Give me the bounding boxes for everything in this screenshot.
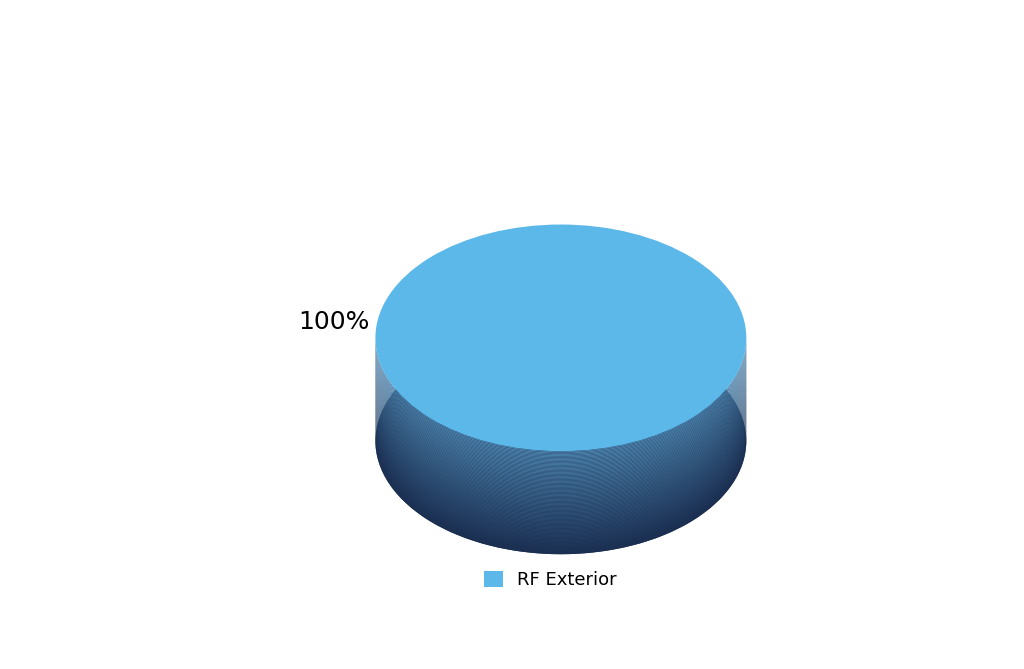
Polygon shape <box>376 395 746 509</box>
Polygon shape <box>376 429 746 544</box>
Polygon shape <box>376 363 746 477</box>
Polygon shape <box>376 405 746 519</box>
Polygon shape <box>376 417 746 533</box>
Polygon shape <box>376 424 746 539</box>
Polygon shape <box>376 440 746 554</box>
Polygon shape <box>376 409 746 523</box>
Polygon shape <box>376 339 746 454</box>
Polygon shape <box>376 360 746 474</box>
Polygon shape <box>376 399 746 514</box>
Polygon shape <box>376 402 746 517</box>
Polygon shape <box>376 432 746 547</box>
Polygon shape <box>376 434 746 549</box>
Polygon shape <box>376 338 746 452</box>
Polygon shape <box>376 364 746 478</box>
Polygon shape <box>376 411 746 526</box>
Polygon shape <box>376 385 746 500</box>
Polygon shape <box>376 416 746 531</box>
Polygon shape <box>376 397 746 512</box>
Polygon shape <box>376 377 746 491</box>
Polygon shape <box>376 407 746 522</box>
Polygon shape <box>376 373 746 487</box>
Polygon shape <box>376 425 746 540</box>
Polygon shape <box>376 423 746 537</box>
Polygon shape <box>376 410 746 524</box>
Polygon shape <box>376 346 746 460</box>
Ellipse shape <box>376 328 746 554</box>
Polygon shape <box>376 433 746 548</box>
Polygon shape <box>376 387 746 501</box>
Polygon shape <box>376 355 746 469</box>
Polygon shape <box>376 420 746 535</box>
Polygon shape <box>376 351 746 466</box>
Polygon shape <box>376 436 746 551</box>
Polygon shape <box>376 389 746 504</box>
Polygon shape <box>376 375 746 490</box>
Polygon shape <box>376 406 746 520</box>
Polygon shape <box>376 359 746 473</box>
Polygon shape <box>376 414 746 529</box>
Polygon shape <box>376 398 746 513</box>
Polygon shape <box>376 384 746 499</box>
Polygon shape <box>376 383 746 498</box>
Polygon shape <box>376 391 746 505</box>
Polygon shape <box>376 341 746 455</box>
Polygon shape <box>376 343 746 458</box>
Polygon shape <box>376 431 746 545</box>
Polygon shape <box>376 413 746 527</box>
Polygon shape <box>376 349 746 464</box>
Polygon shape <box>376 401 746 516</box>
Polygon shape <box>376 393 746 508</box>
Polygon shape <box>376 353 746 468</box>
Polygon shape <box>376 428 746 543</box>
Polygon shape <box>376 345 746 459</box>
Polygon shape <box>376 365 746 480</box>
Ellipse shape <box>376 225 746 451</box>
Polygon shape <box>376 342 746 456</box>
Polygon shape <box>376 374 746 488</box>
Polygon shape <box>376 403 746 518</box>
Polygon shape <box>376 381 746 496</box>
Polygon shape <box>376 388 746 502</box>
Polygon shape <box>376 392 746 506</box>
Polygon shape <box>376 366 746 481</box>
Legend: RF Exterior: RF Exterior <box>477 564 624 597</box>
Polygon shape <box>376 379 746 494</box>
Polygon shape <box>376 352 746 466</box>
Polygon shape <box>376 347 746 462</box>
Polygon shape <box>376 427 746 541</box>
Polygon shape <box>376 367 746 482</box>
Polygon shape <box>376 396 746 510</box>
Polygon shape <box>376 438 746 553</box>
Text: 100%: 100% <box>299 310 370 334</box>
Polygon shape <box>376 361 746 476</box>
Polygon shape <box>376 356 746 470</box>
Polygon shape <box>376 369 746 484</box>
Polygon shape <box>376 415 746 530</box>
Polygon shape <box>376 348 746 463</box>
Polygon shape <box>376 357 746 472</box>
Polygon shape <box>376 437 746 552</box>
Polygon shape <box>376 371 746 486</box>
Polygon shape <box>376 381 746 495</box>
Polygon shape <box>376 378 746 492</box>
Polygon shape <box>376 370 746 484</box>
Polygon shape <box>376 421 746 536</box>
Polygon shape <box>376 419 746 534</box>
